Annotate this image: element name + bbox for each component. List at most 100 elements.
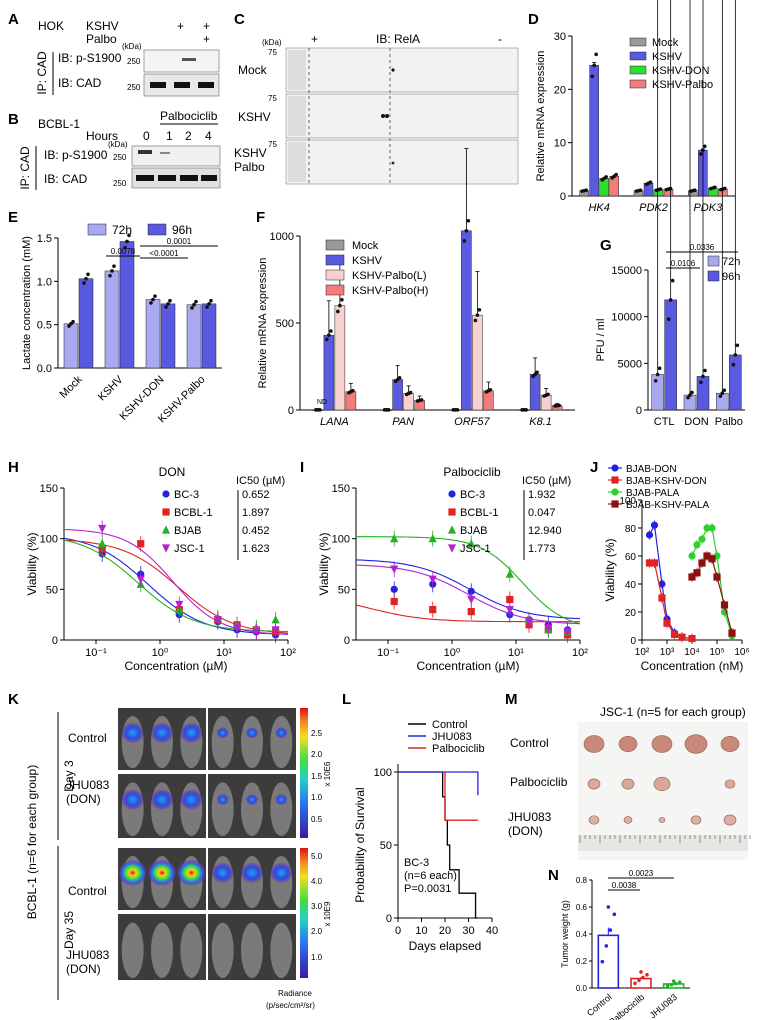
tumor-set [583, 734, 740, 826]
bar [589, 65, 599, 197]
data-point [455, 408, 460, 412]
data-point [670, 278, 675, 283]
chart-l: L 0 50 100 0 10 20 30 40 Days elapsed Probability… [342, 691, 498, 953]
marker-250: 250 [127, 83, 141, 92]
panel-label-a: A [8, 11, 19, 28]
fit-curve [355, 604, 580, 623]
legend-swatch [87, 223, 107, 236]
panel-label-i: I [300, 459, 304, 476]
legend-swatch [629, 51, 647, 61]
legend-marker [162, 490, 170, 498]
legend-label: JSC-1 [460, 543, 491, 555]
legend-swatch [147, 223, 167, 236]
row-label-palbo: Palbo [86, 32, 117, 46]
bar [392, 379, 403, 411]
blot-band [158, 175, 176, 181]
bar [345, 391, 357, 411]
marker-250: 250 [113, 179, 127, 188]
chart-n: N 0.0 0.2 0.4 0.6 0.8 Tumor weight (g) Control… [548, 867, 690, 1020]
ic50-value: 0.452 [242, 525, 270, 537]
bar [683, 394, 697, 411]
nd-label: ND [317, 399, 327, 406]
tumor [651, 735, 673, 753]
data-point [84, 276, 88, 281]
category-label: K8.1 [529, 416, 552, 428]
data-point [137, 540, 145, 548]
panel-label-g: G [600, 237, 612, 254]
bar [63, 323, 79, 369]
category-label: KSHV [96, 373, 126, 403]
k-group-label: BCBL-1 (n=6 for each group) [25, 765, 39, 919]
signal-blob [246, 727, 258, 739]
cell-line-label: HOK [38, 19, 64, 33]
mouse-silhouette [241, 782, 263, 837]
x-tick-label: 40 [486, 925, 498, 937]
bar [119, 241, 135, 369]
x-tick-label: 10⁶ [734, 647, 749, 658]
mouse-silhouette [211, 922, 234, 979]
data-point [604, 175, 608, 179]
ic50-value: 1.897 [242, 507, 270, 519]
x-axis-label: Days elapsed [409, 939, 482, 953]
data-point [637, 978, 641, 983]
bar [696, 376, 710, 411]
control-label: Control [68, 884, 107, 898]
y-tick-label: 0.0 [37, 363, 52, 375]
legend-swatch [629, 65, 647, 75]
m-row-control: Control [510, 736, 549, 750]
data-point [213, 616, 222, 625]
bar [472, 314, 483, 411]
x-tick-label: 10⁰ [444, 647, 461, 659]
data-point [638, 188, 643, 193]
data-point [657, 366, 662, 371]
signal-blob [118, 860, 147, 886]
legend-label: Control [432, 719, 467, 731]
x-tick-label: 10² [572, 647, 588, 659]
signal-blob [180, 722, 203, 743]
bar [461, 230, 472, 411]
data-point [720, 601, 729, 609]
marker-250: 250 [127, 57, 141, 66]
mouse-silhouette [121, 922, 144, 979]
data-point [671, 979, 676, 983]
data-point [98, 539, 107, 548]
x-tick-label: 20 [439, 925, 451, 937]
chart-j: J 0 20 40 60 80 100 10² 10⁴ 10⁶ 10³ 10⁵Concentrati… [590, 459, 750, 673]
panel-label-c: C [234, 11, 245, 28]
data-point [232, 624, 242, 633]
data-point [390, 565, 399, 574]
y-tick-label: 50 [380, 840, 392, 852]
ruler [578, 835, 748, 851]
mouse-silhouette [180, 922, 203, 979]
data-point [658, 187, 663, 191]
colorbar-tick: 1.0 [311, 953, 323, 962]
y-axis-label: Viability (%) [603, 538, 617, 601]
y-tick-label: 15000 [611, 265, 642, 277]
ic50-value: 12.940 [528, 525, 562, 537]
legend-label: BJAB-KSHV-PALA [626, 500, 710, 511]
data-point [686, 395, 690, 400]
x-axis-label: Concentration (nM) [641, 659, 744, 673]
data-point [678, 633, 686, 641]
data-point [722, 388, 727, 393]
mark-plus-1: + [177, 19, 184, 33]
tumor [587, 778, 601, 790]
data-point [698, 559, 706, 567]
data-point [123, 245, 127, 250]
data-point [546, 392, 550, 397]
bar [664, 299, 677, 411]
legend-label: KSHV-Palbo [652, 79, 713, 91]
data-point [340, 297, 344, 302]
data-point [728, 629, 736, 637]
ib-label-p-s1900: IB: p-S1900 [58, 51, 122, 65]
category-label: LANA [320, 416, 349, 428]
y-tick-label: 1.0 [37, 276, 52, 288]
ic50-header: IC50 (µM) [522, 475, 571, 487]
data-point [168, 298, 172, 303]
data-point [318, 408, 322, 412]
legend-label: BC-3 [174, 489, 199, 501]
data-point [557, 403, 561, 408]
legend-label: 72h [722, 256, 740, 268]
data-point [720, 391, 725, 396]
chart-d: D 0 10 20 30 Relative mRNA expression HK4 PDK2… [528, 11, 735, 214]
